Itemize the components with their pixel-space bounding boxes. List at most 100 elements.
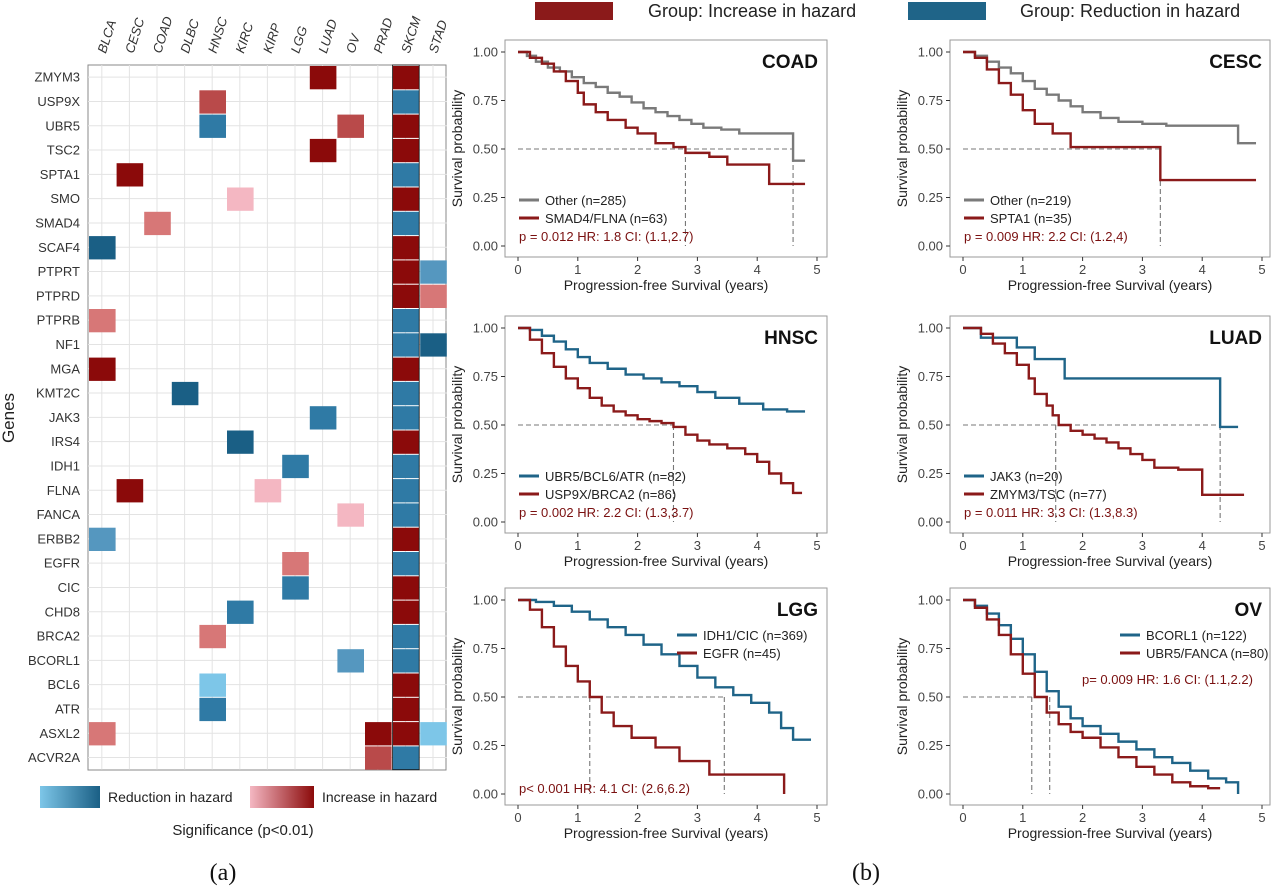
km-legend-label: UBR5/FANCA (n=80) <box>1146 646 1268 661</box>
y-axis-label: Survival probability <box>894 366 910 484</box>
heatmap-cell <box>337 649 364 673</box>
y-axis-label: Survival probability <box>894 638 910 756</box>
km-legend-label: SPTA1 (n=35) <box>990 211 1072 226</box>
heatmap-cell <box>171 381 199 406</box>
km-survival-curve <box>518 326 806 413</box>
x-tick-label: 4 <box>754 538 761 553</box>
legend-label-increase: Group: Increase in hazard <box>648 1 856 21</box>
heatmap-cell <box>89 527 116 551</box>
heatmap-column-label: CESC <box>122 15 148 55</box>
y-tick-label: 1.00 <box>918 593 943 608</box>
heatmap-column-label: OV <box>343 31 363 55</box>
x-tick-label: 0 <box>514 538 521 553</box>
km-stat-annotation: p= 0.009 HR: 1.6 CI: (1.1,2.2) <box>1082 672 1253 687</box>
x-tick-label: 1 <box>574 538 581 553</box>
x-axis-label: Progression-free Survival (years) <box>564 553 769 569</box>
km-plot-cesc: 0.00 0.25 0.50 0.75 1.00 0 1 2 3 4 5 Progression-fr… <box>894 39 1271 293</box>
heatmap-row-label: ERBB2 <box>37 531 80 546</box>
heatmap-row-label: ZMYM3 <box>35 70 81 85</box>
km-plot-title: OV <box>1235 600 1263 621</box>
x-tick-label: 1 <box>1019 538 1026 553</box>
x-tick-label: 1 <box>574 810 581 825</box>
heatmap-cell <box>89 722 116 746</box>
heatmap-cell <box>392 357 420 381</box>
heatmap-cell <box>282 576 309 600</box>
heatmap-cell <box>227 600 254 624</box>
heatmap-column-labels: BLCA CESC COAD DLBC HNSC KIRC KIRP LGG LUAD OV PRA… <box>94 14 450 55</box>
heatmap-cell <box>144 211 171 236</box>
km-legend-label: JAK3 (n=20) <box>990 469 1063 484</box>
heatmap-row-label: MGA <box>50 361 80 376</box>
heatmap-row-label: USP9X <box>37 94 80 109</box>
y-tick-label: 0.00 <box>918 239 943 254</box>
km-survival-curve <box>963 326 1245 497</box>
heatmap-cell <box>199 697 226 722</box>
heatmap-cell <box>392 260 420 284</box>
x-tick-label: 0 <box>959 810 966 825</box>
y-tick-label: 0.50 <box>473 418 498 433</box>
heatmap-row-label: SMO <box>50 191 80 206</box>
y-tick-label: 1.00 <box>918 45 943 60</box>
heatmap-row-label: CHD8 <box>45 604 80 619</box>
y-tick-label: 0.75 <box>473 93 498 108</box>
increase-gradient-swatch <box>250 786 314 808</box>
heatmap-row-label: PTPRB <box>37 313 80 328</box>
x-tick-label: 1 <box>574 262 581 277</box>
y-tick-label: 0.00 <box>918 515 943 530</box>
heatmap-cell <box>89 236 116 260</box>
heatmap-cell <box>392 381 420 406</box>
heatmap-cell <box>420 284 447 308</box>
x-tick-label: 5 <box>1258 810 1265 825</box>
survival-plots: 0.00 0.25 0.50 0.75 1.00 0 1 2 3 4 5 Progression-fr… <box>449 39 1271 841</box>
km-legend-label: ZMYM3/TSC (n=77) <box>990 487 1107 502</box>
skcm-column-outline <box>392 64 420 771</box>
heatmap-cell <box>89 357 116 381</box>
x-tick-label: 5 <box>1258 262 1265 277</box>
heatmap-cell <box>392 722 420 746</box>
heatmap-row-label: PTPRT <box>38 264 80 279</box>
heatmap-cell <box>392 673 420 697</box>
heatmap-cell <box>337 503 364 527</box>
heatmap-row-label: ATR <box>55 701 80 716</box>
y-axis-label: Survival probability <box>449 90 465 208</box>
heatmap-cell <box>392 746 420 770</box>
km-plot-title: HNSC <box>764 328 818 349</box>
y-axis-label: Survival probability <box>449 366 465 484</box>
heatmap-cell <box>199 624 226 649</box>
x-tick-label: 4 <box>1199 810 1206 825</box>
heatmap-row-label: IRS4 <box>51 434 80 449</box>
y-tick-label: 0.50 <box>918 690 943 705</box>
x-tick-label: 3 <box>694 810 701 825</box>
heatmap-row-label: SMAD4 <box>35 215 80 230</box>
km-plot-lgg: 0.00 0.25 0.50 0.75 1.00 0 1 2 3 4 5 Progression-fr… <box>449 587 828 841</box>
heatmap-cell <box>392 187 420 211</box>
heatmap-cell <box>282 454 309 479</box>
km-survival-curve <box>963 598 1240 794</box>
km-stat-annotation: p = 0.009 HR: 2.2 CI: (1.2,4) <box>964 229 1128 244</box>
km-legend-label: Other (n=219) <box>990 193 1071 208</box>
km-legend-label: BCORL1 (n=122) <box>1146 628 1247 643</box>
x-axis-label: Progression-free Survival (years) <box>1008 277 1213 293</box>
heatmap-cell <box>392 552 420 576</box>
heatmap-row-label: BRCA2 <box>37 629 80 644</box>
x-tick-label: 1 <box>1019 262 1026 277</box>
x-tick-label: 5 <box>813 810 820 825</box>
y-tick-label: 1.00 <box>473 45 498 60</box>
heatmap-column-label: PRAD <box>370 16 395 55</box>
heatmap-cell <box>392 309 420 333</box>
heatmap-row-label: CIC <box>58 580 80 595</box>
y-tick-label: 1.00 <box>918 321 943 336</box>
x-axis-label: Progression-free Survival (years) <box>564 277 769 293</box>
heatmap-cell <box>392 406 420 430</box>
heatmap-cell <box>392 138 420 163</box>
heatmap-cell <box>116 163 144 187</box>
km-survival-curve <box>518 598 812 741</box>
heatmap-cell <box>420 333 447 357</box>
km-plot-ov: 0.00 0.25 0.50 0.75 1.00 0 1 2 3 4 5 Progression-fr… <box>894 587 1271 841</box>
km-survival-curve <box>518 326 803 495</box>
heatmap-cell <box>392 236 420 260</box>
heatmap-column-label: SKCM <box>398 14 424 55</box>
heatmap-column-label: LUAD <box>315 17 340 55</box>
heatmap-cell <box>199 114 226 138</box>
x-tick-label: 3 <box>1139 262 1146 277</box>
